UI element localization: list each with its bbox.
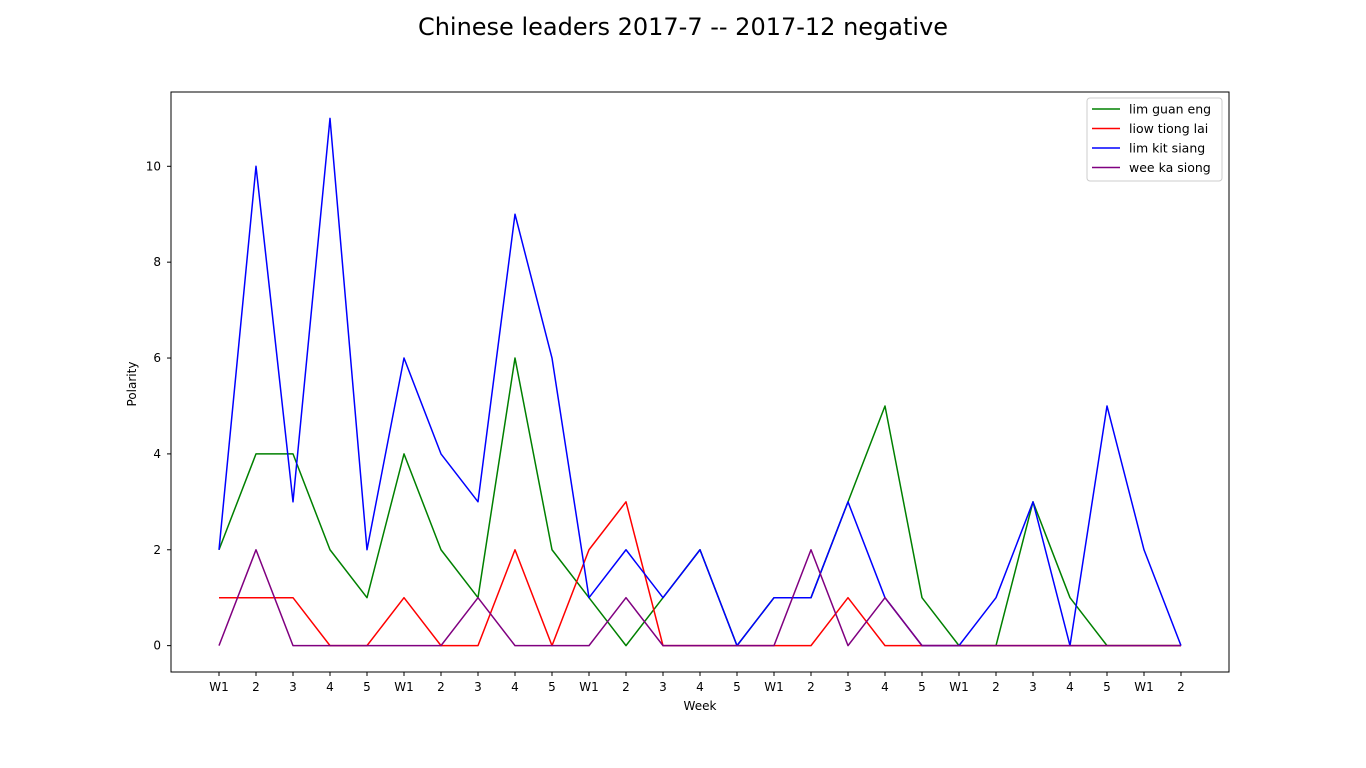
series-layer <box>218 117 1182 647</box>
x-tick-label: 3 <box>1029 680 1037 694</box>
x-tick-label: 4 <box>511 680 519 694</box>
plot-frame <box>170 91 1230 673</box>
y-tick-label: 4 <box>153 447 161 461</box>
series-line-1 <box>219 501 1181 647</box>
x-tick-label: 3 <box>289 680 297 694</box>
y-tick-label: 8 <box>153 255 161 269</box>
series-line-3 <box>218 549 1181 647</box>
x-tick-label: 3 <box>474 680 482 694</box>
y-tick-label: 0 <box>153 639 161 653</box>
y-tick-label: 10 <box>146 159 161 173</box>
legend-box <box>1086 97 1223 182</box>
x-tick-label: W1 <box>764 680 784 694</box>
x-axis: W1 2 3 4 5 W1 2 3 4 5 W1 2 3 4 5 W1 2 3 4 5 W1 2 3 4 5 W1 2 <box>209 672 1185 694</box>
x-tick-label: 5 <box>1103 680 1111 694</box>
legend-label-0: lim guan eng <box>1129 102 1211 117</box>
x-tick-label: 4 <box>326 680 334 694</box>
x-axis-label: Week <box>684 699 717 713</box>
x-tick-label: 2 <box>437 680 445 694</box>
y-axis-label: Polarity <box>125 362 139 407</box>
x-tick-label: 2 <box>992 680 1000 694</box>
x-tick-label: 4 <box>1066 680 1074 694</box>
series-line-2 <box>218 117 1182 647</box>
legend-label-1: liow tiong lai <box>1129 121 1208 136</box>
x-tick-label: W1 <box>1134 680 1154 694</box>
x-tick-label: 4 <box>696 680 704 694</box>
x-tick-label: 2 <box>622 680 630 694</box>
x-tick-label: W1 <box>579 680 599 694</box>
x-tick-label: 3 <box>844 680 852 694</box>
legend: lim guan eng liow tiong lai lim kit siang w… <box>1086 97 1223 182</box>
x-tick-label: 2 <box>807 680 815 694</box>
x-tick-label: 2 <box>1177 680 1185 694</box>
x-tick-label: 2 <box>252 680 260 694</box>
x-tick-label: 5 <box>918 680 926 694</box>
y-tick-label: 2 <box>153 543 161 557</box>
x-tick-label: 5 <box>733 680 741 694</box>
legend-label-3: wee ka siong <box>1129 160 1211 175</box>
x-tick-label: 5 <box>363 680 371 694</box>
x-tick-label: 4 <box>881 680 889 694</box>
x-tick-label: 5 <box>548 680 556 694</box>
chart-title: Chinese leaders 2017-7 -- 2017-12 negati… <box>418 13 948 41</box>
legend-label-2: lim kit siang <box>1129 141 1205 156</box>
x-tick-label: W1 <box>209 680 229 694</box>
x-tick-label: W1 <box>949 680 969 694</box>
x-tick-label: 3 <box>659 680 667 694</box>
y-tick-label: 6 <box>153 351 161 365</box>
x-tick-label: W1 <box>394 680 414 694</box>
y-axis: 0 2 4 6 8 10 <box>146 159 171 653</box>
